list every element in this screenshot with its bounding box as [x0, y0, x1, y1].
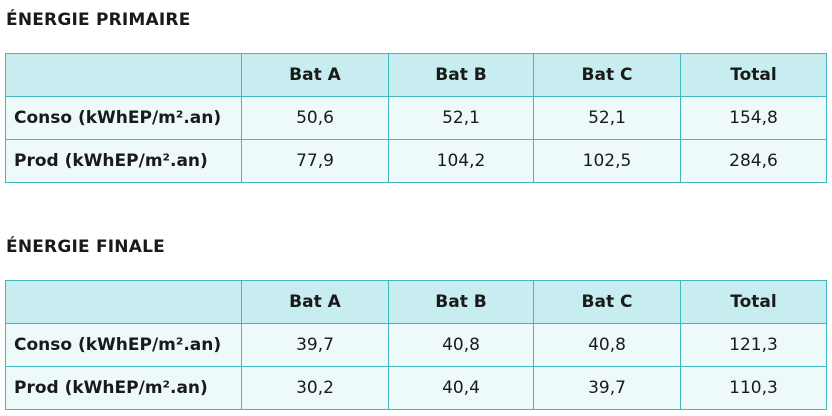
section-title: ÉNERGIE FINALE [6, 237, 165, 257]
corner-cell [5, 280, 242, 324]
header-cell: Bat B [388, 53, 534, 97]
header-cell: Bat A [241, 280, 389, 324]
value-cell: 121,3 [680, 323, 827, 367]
value-cell: 154,8 [680, 96, 827, 140]
header-cell: Total [680, 53, 827, 97]
data-table: Bat A Bat B Bat C Total Conso (kWhEP/m².an) 3… [5, 280, 827, 410]
value-cell: 110,3 [680, 366, 827, 410]
header-row: Bat A Bat B Bat C Total [5, 280, 827, 324]
body-row: Conso (kWhEP/m².an) 39,7 40,8 40,8 121,3 [5, 323, 827, 367]
row-label: Prod (kWhEP/m².an) [5, 139, 242, 183]
body-row: Conso (kWhEP/m².an) 50,6 52,1 52,1 154,8 [5, 96, 827, 140]
value-cell: 77,9 [241, 139, 389, 183]
header-cell: Bat B [388, 280, 534, 324]
value-cell: 104,2 [388, 139, 534, 183]
body-row: Prod (kWhEP/m².an) 30,2 40,4 39,7 110,3 [5, 366, 827, 410]
row-label: Conso (kWhEP/m².an) [5, 96, 242, 140]
header-cell: Bat C [533, 53, 681, 97]
value-cell: 39,7 [533, 366, 681, 410]
value-cell: 30,2 [241, 366, 389, 410]
value-cell: 284,6 [680, 139, 827, 183]
header-cell: Bat C [533, 280, 681, 324]
value-cell: 40,8 [388, 323, 534, 367]
value-cell: 52,1 [533, 96, 681, 140]
header-cell: Total [680, 280, 827, 324]
body-row: Prod (kWhEP/m².an) 77,9 104,2 102,5 284,6 [5, 139, 827, 183]
row-label: Prod (kWhEP/m².an) [5, 366, 242, 410]
value-cell: 50,6 [241, 96, 389, 140]
header-row: Bat A Bat B Bat C Total [5, 53, 827, 97]
value-cell: 39,7 [241, 323, 389, 367]
header-cell: Bat A [241, 53, 389, 97]
corner-cell [5, 53, 242, 97]
value-cell: 52,1 [388, 96, 534, 140]
data-table: Bat A Bat B Bat C Total Conso (kWhEP/m².an) 5… [5, 53, 827, 183]
value-cell: 102,5 [533, 139, 681, 183]
value-cell: 40,4 [388, 366, 534, 410]
section-title: ÉNERGIE PRIMAIRE [6, 10, 191, 30]
row-label: Conso (kWhEP/m².an) [5, 323, 242, 367]
value-cell: 40,8 [533, 323, 681, 367]
